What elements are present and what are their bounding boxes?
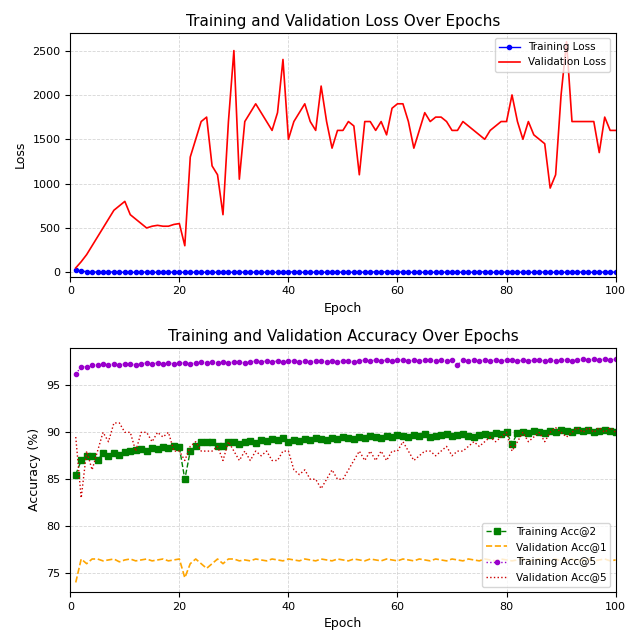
Line: Training Acc@2: Training Acc@2 — [73, 427, 618, 482]
Validation Acc@1 — [399, 555, 407, 563]
Validation Loss — [612, 127, 620, 135]
Validation Loss — [350, 122, 358, 130]
Training Acc@2 — [72, 471, 79, 478]
Validation Acc@1 — [181, 574, 189, 582]
Training Acc@2 — [573, 426, 581, 434]
Title: Training and Validation Accuracy Over Epochs: Training and Validation Accuracy Over Ep… — [168, 329, 518, 344]
Validation Acc@5 — [77, 494, 85, 502]
Training Acc@5 — [350, 358, 358, 366]
Line: Validation Acc@5: Validation Acc@5 — [76, 423, 616, 498]
Line: Validation Loss: Validation Loss — [76, 42, 616, 268]
Validation Acc@5 — [186, 442, 194, 450]
Validation Acc@5 — [110, 419, 118, 427]
Validation Acc@5 — [208, 447, 216, 455]
Training Acc@5 — [568, 357, 576, 365]
Training Acc@2 — [355, 433, 363, 441]
Validation Acc@5 — [595, 424, 603, 431]
Training Loss — [394, 269, 401, 276]
Validation Acc@1 — [573, 557, 581, 565]
Line: Training Loss: Training Loss — [74, 268, 618, 274]
Training Acc@5 — [72, 370, 79, 378]
Training Loss — [573, 269, 581, 276]
Training Acc@2 — [203, 438, 211, 446]
Validation Acc@1 — [72, 578, 79, 586]
Validation Acc@5 — [579, 428, 587, 436]
Line: Validation Acc@1: Validation Acc@1 — [76, 559, 616, 582]
Validation Loss — [563, 38, 570, 46]
Y-axis label: Loss: Loss — [14, 141, 27, 169]
X-axis label: Epoch: Epoch — [324, 617, 362, 630]
Validation Loss — [573, 118, 581, 126]
Training Acc@5 — [612, 355, 620, 363]
Legend: Training Acc@2, Validation Acc@1, Training Acc@5, Validation Acc@5: Training Acc@2, Validation Acc@1, Traini… — [483, 523, 611, 587]
Validation Acc@1 — [355, 556, 363, 564]
Training Loss — [350, 269, 358, 276]
Title: Training and Validation Loss Over Epochs: Training and Validation Loss Over Epochs — [186, 14, 500, 29]
Line: Training Acc@5: Training Acc@5 — [72, 355, 620, 378]
Training Loss — [612, 268, 620, 276]
Validation Loss — [72, 264, 79, 272]
Training Loss — [72, 266, 79, 274]
Training Loss — [590, 269, 598, 276]
Validation Acc@1 — [590, 557, 598, 565]
Validation Acc@1 — [77, 555, 85, 563]
Training Acc@5 — [197, 358, 205, 366]
Training Acc@2 — [399, 432, 407, 440]
Training Acc@5 — [579, 355, 587, 363]
Training Acc@5 — [394, 356, 401, 364]
Validation Loss — [590, 118, 598, 126]
Training Loss — [197, 269, 205, 276]
Training Acc@2 — [181, 475, 189, 483]
Validation Acc@5 — [72, 433, 79, 441]
X-axis label: Epoch: Epoch — [324, 302, 362, 315]
Y-axis label: Accuracy (%): Accuracy (%) — [28, 428, 41, 511]
Validation Acc@1 — [203, 565, 211, 573]
Training Acc@5 — [175, 359, 183, 367]
Training Acc@2 — [584, 426, 592, 433]
Training Acc@5 — [590, 355, 598, 363]
Validation Loss — [175, 220, 183, 227]
Training Loss — [492, 269, 499, 276]
Training Loss — [175, 269, 183, 276]
Validation Loss — [394, 100, 401, 108]
Validation Acc@5 — [361, 457, 369, 464]
Training Acc@2 — [175, 444, 183, 451]
Validation Acc@5 — [612, 428, 620, 436]
Validation Acc@1 — [612, 556, 620, 564]
Training Acc@2 — [595, 428, 603, 435]
Legend: Training Loss, Validation Loss: Training Loss, Validation Loss — [495, 38, 611, 71]
Validation Acc@5 — [404, 447, 412, 455]
Training Acc@2 — [612, 428, 620, 436]
Validation Loss — [197, 118, 205, 126]
